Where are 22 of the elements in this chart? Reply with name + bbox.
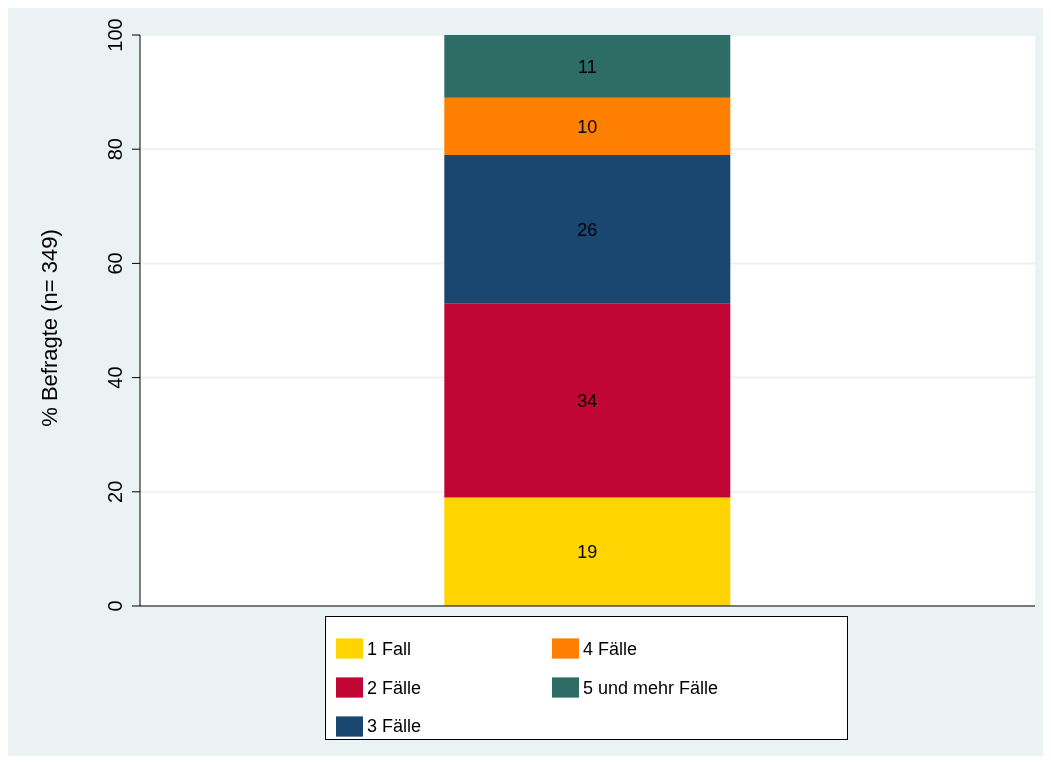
bar bbox=[444, 97, 731, 155]
y-tick-label: 40 bbox=[104, 366, 126, 389]
legend-label: 4 Fälle bbox=[583, 637, 639, 661]
data-label: 34 bbox=[577, 390, 598, 411]
data-label: 11 bbox=[577, 56, 597, 77]
y-axis-title: % Befragte (n= 349) bbox=[37, 229, 63, 427]
y-tick-label: 60 bbox=[104, 252, 126, 275]
bar bbox=[444, 303, 731, 498]
bar bbox=[444, 35, 731, 98]
legend-label: 1 Fall bbox=[367, 637, 412, 661]
y-tick-label: 100 bbox=[104, 18, 126, 52]
legend-label: 3 Fälle bbox=[367, 715, 423, 739]
y-tick-label: 80 bbox=[104, 138, 126, 161]
legend-label: 2 Fälle bbox=[367, 676, 423, 700]
y-tick-label: 20 bbox=[104, 480, 126, 503]
data-label: 19 bbox=[577, 542, 598, 563]
bar bbox=[444, 497, 731, 606]
data-label: 10 bbox=[577, 116, 598, 137]
data-label: 26 bbox=[577, 219, 598, 240]
y-tick-label: 0 bbox=[104, 600, 126, 612]
bar bbox=[444, 154, 731, 304]
legend-label: 5 und mehr Fälle bbox=[583, 676, 720, 700]
